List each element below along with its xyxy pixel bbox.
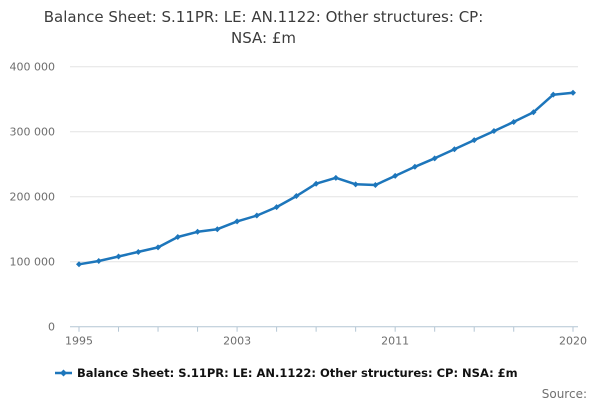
- data-point-marker: [234, 218, 241, 225]
- series-line: [77, 91, 575, 266]
- data-point-marker: [135, 248, 142, 255]
- data-point-marker: [471, 137, 478, 144]
- legend-label: Balance Sheet: S.11PR: LE: AN.1122: Othe…: [77, 366, 518, 380]
- x-axis-label: 1995: [65, 335, 93, 348]
- data-point-marker: [174, 234, 181, 240]
- data-point-marker: [95, 258, 102, 265]
- data-point-marker: [352, 181, 359, 188]
- y-axis-label: 300 000: [10, 126, 56, 139]
- data-point-marker: [550, 91, 557, 98]
- x-axis-label: 2003: [223, 335, 251, 348]
- data-point-marker: [431, 155, 438, 162]
- chart-title-line-2: NSA: £m: [231, 28, 296, 47]
- data-point-marker: [490, 128, 497, 135]
- data-point-marker: [313, 180, 320, 187]
- y-axis-label: 400 000: [10, 61, 56, 74]
- data-point-marker: [510, 118, 517, 125]
- data-point-marker: [332, 174, 339, 181]
- data-point-marker: [214, 226, 221, 233]
- x-axis-label: 2011: [381, 335, 409, 348]
- legend-series-marker-icon: [55, 369, 72, 377]
- chart-title-line-1: Balance Sheet: S.11PR: LE: AN.1122: Othe…: [43, 8, 484, 26]
- y-axis-label: 0: [48, 321, 55, 334]
- data-point-marker: [451, 146, 458, 153]
- data-point-marker: [293, 193, 300, 200]
- legend-item[interactable]: Balance Sheet: S.11PR: LE: AN.1122: Othe…: [55, 365, 595, 381]
- x-axis-label: 2020: [559, 335, 587, 348]
- data-point-marker: [115, 253, 122, 260]
- data-point-marker: [530, 109, 537, 116]
- y-axis-label: 200 000: [10, 191, 56, 204]
- data-point-marker: [372, 182, 379, 188]
- data-point-marker: [253, 212, 260, 219]
- y-axis-label: 100 000: [10, 256, 56, 269]
- chart-title: Balance Sheet: S.11PR: LE: AN.1122: Othe…: [0, 7, 527, 48]
- data-point-marker: [411, 163, 418, 170]
- data-point-marker: [392, 172, 399, 179]
- data-point-marker: [76, 261, 82, 268]
- data-point-marker: [194, 228, 201, 235]
- source-note: Source:: [541, 387, 587, 401]
- data-point-marker: [570, 89, 576, 96]
- data-point-marker: [273, 204, 280, 211]
- data-point-marker: [155, 244, 162, 251]
